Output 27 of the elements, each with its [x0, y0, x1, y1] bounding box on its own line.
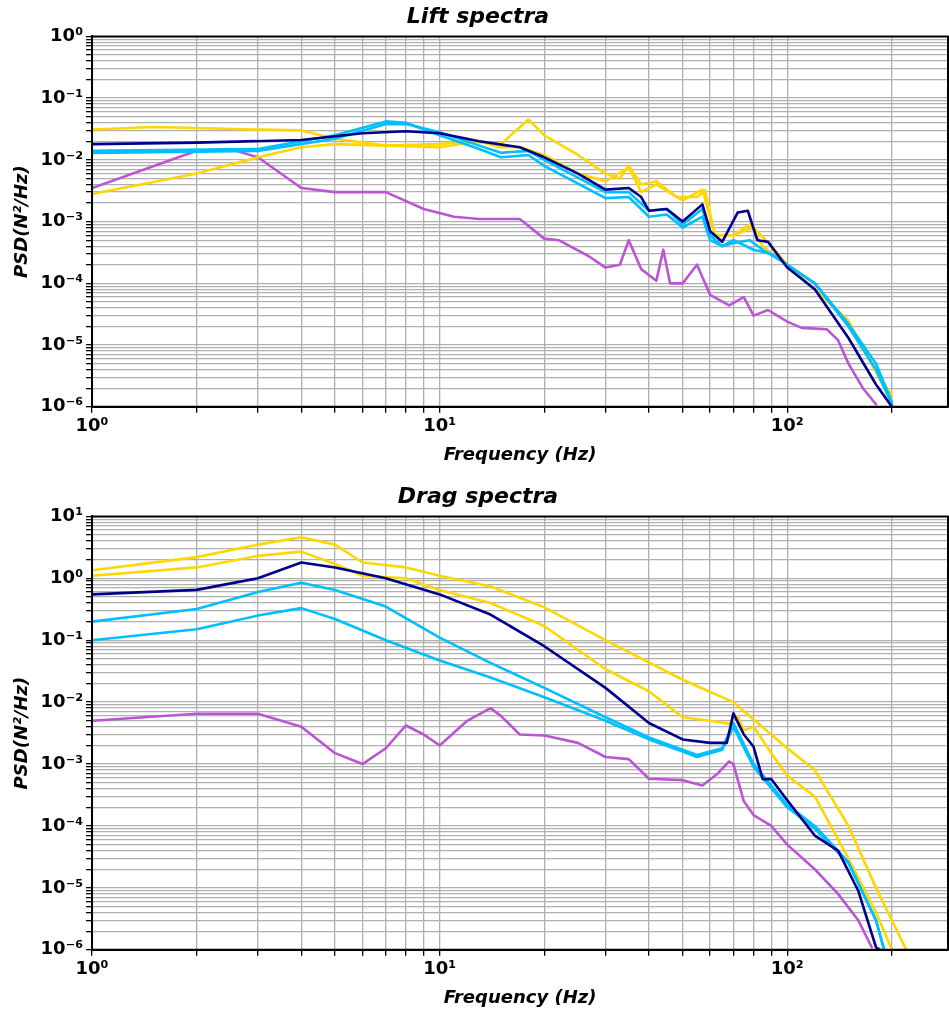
x-tick-label: 10¹ [423, 414, 457, 436]
y-tick-label: 10⁻⁵ [40, 332, 84, 354]
y-tick-label: 10⁻¹ [40, 85, 84, 107]
x-tick-label: 10¹ [423, 957, 457, 979]
y-tick-label: 10⁻² [40, 147, 84, 169]
x-tick-label: 10² [770, 957, 804, 979]
x-tick-label: 10² [770, 414, 804, 436]
x-axis-title: Frequency (Hz) [443, 442, 597, 464]
y-axis-title: PSD(N²/Hz) [10, 676, 32, 790]
y-tick-label: 10⁻⁶ [40, 394, 84, 416]
chart-title: Drag spectra [397, 482, 559, 508]
y-tick-label: 10¹ [50, 504, 84, 526]
y-tick-label: 10⁻⁴ [40, 813, 84, 835]
y-tick-label: 10⁰ [50, 565, 84, 587]
y-tick-label: 10⁻⁴ [40, 271, 84, 293]
x-axis-title: Frequency (Hz) [443, 985, 597, 1007]
x-tick-label: 10⁰ [75, 414, 109, 436]
y-tick-label: 10⁻⁶ [40, 937, 84, 959]
chart-title: Lift spectra [406, 2, 550, 28]
y-tick-label: 10⁻¹ [40, 627, 84, 649]
y-tick-label: 10⁰ [50, 24, 84, 46]
y-tick-label: 10⁻² [40, 689, 84, 711]
y-tick-label: 10⁻³ [40, 209, 84, 231]
y-tick-label: 10⁻⁵ [40, 875, 84, 897]
x-tick-label: 10⁰ [75, 957, 109, 979]
y-axis-title: PSD(N²/Hz) [10, 165, 32, 278]
y-tick-label: 10⁻³ [40, 751, 84, 773]
